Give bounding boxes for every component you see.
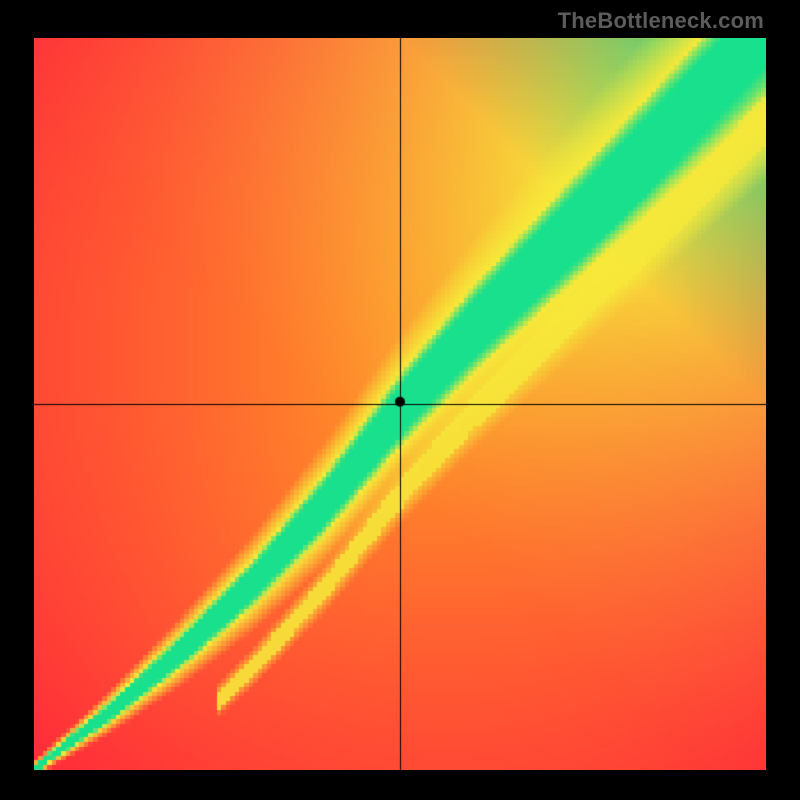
chart-frame: TheBottleneck.com: [0, 0, 800, 800]
bottleneck-heatmap: [34, 38, 766, 770]
watermark-text: TheBottleneck.com: [558, 8, 764, 34]
